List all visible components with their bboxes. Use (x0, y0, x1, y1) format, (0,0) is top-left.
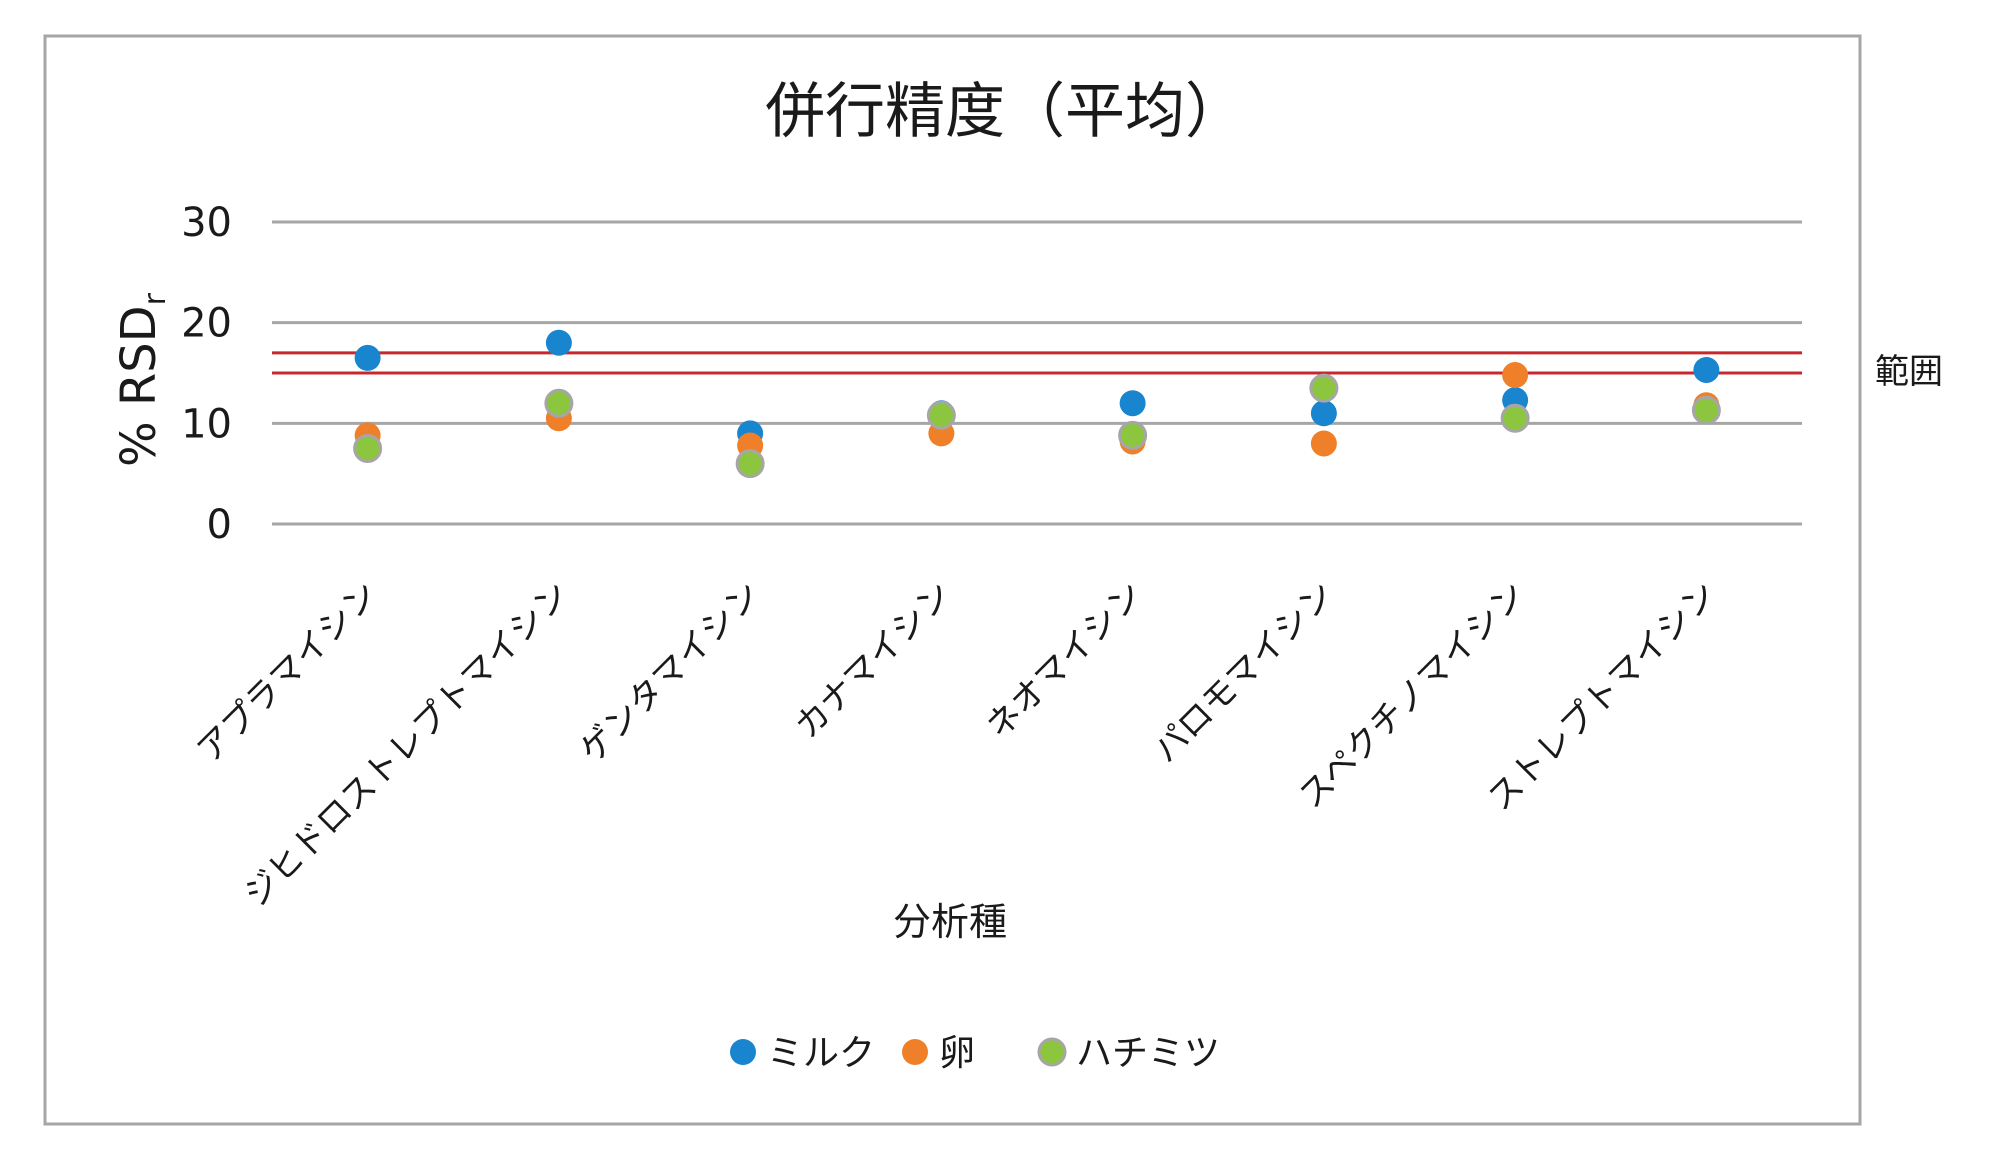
legend-label: ミルク (767, 1033, 875, 1074)
data-point (1693, 356, 1720, 383)
y-tick-label: 10 (181, 401, 232, 447)
range-label: 範囲 (1875, 352, 1943, 392)
legend-label: ハチミツ (1076, 1033, 1220, 1074)
data-points (353, 329, 1721, 479)
legend-marker (730, 1039, 756, 1065)
data-point (926, 400, 956, 430)
y-axis-label: % RSDr (111, 292, 173, 467)
legend-item: ミルク (730, 1033, 875, 1074)
data-point (544, 388, 574, 418)
data-point (354, 344, 381, 371)
data-point (1118, 420, 1148, 450)
chart-title: 併行精度（平均） (765, 77, 1245, 147)
data-point (1500, 403, 1530, 433)
data-point (735, 449, 765, 479)
legend-item: 卵 (902, 1033, 975, 1074)
data-point (1502, 362, 1529, 389)
y-tick-label: 20 (181, 301, 232, 347)
gridlines (272, 220, 1802, 526)
y-axis-ticks: 0 10 20 30 (181, 200, 232, 548)
legend-marker (1037, 1037, 1067, 1067)
y-axis-label-subscript: r (138, 292, 173, 305)
legend-label: 卵 (939, 1033, 975, 1074)
data-point (545, 329, 572, 356)
y-axis-label-main: % RSD (111, 305, 167, 467)
data-point (1310, 430, 1337, 457)
data-point (1310, 400, 1337, 427)
data-point (353, 434, 383, 463)
legend: ミルク 卵 ハチミツ (730, 1033, 1220, 1074)
y-tick-label: 30 (181, 200, 232, 246)
data-point (1309, 373, 1339, 403)
data-point (1119, 390, 1146, 417)
x-axis-label: 分析種 (893, 900, 1007, 944)
reference-range (272, 351, 1802, 375)
legend-marker (902, 1039, 928, 1065)
legend-item: ハチミツ (1037, 1033, 1220, 1074)
chart-frame (43, 34, 1862, 1126)
data-point (1691, 395, 1721, 425)
y-tick-label: 0 (207, 502, 232, 548)
